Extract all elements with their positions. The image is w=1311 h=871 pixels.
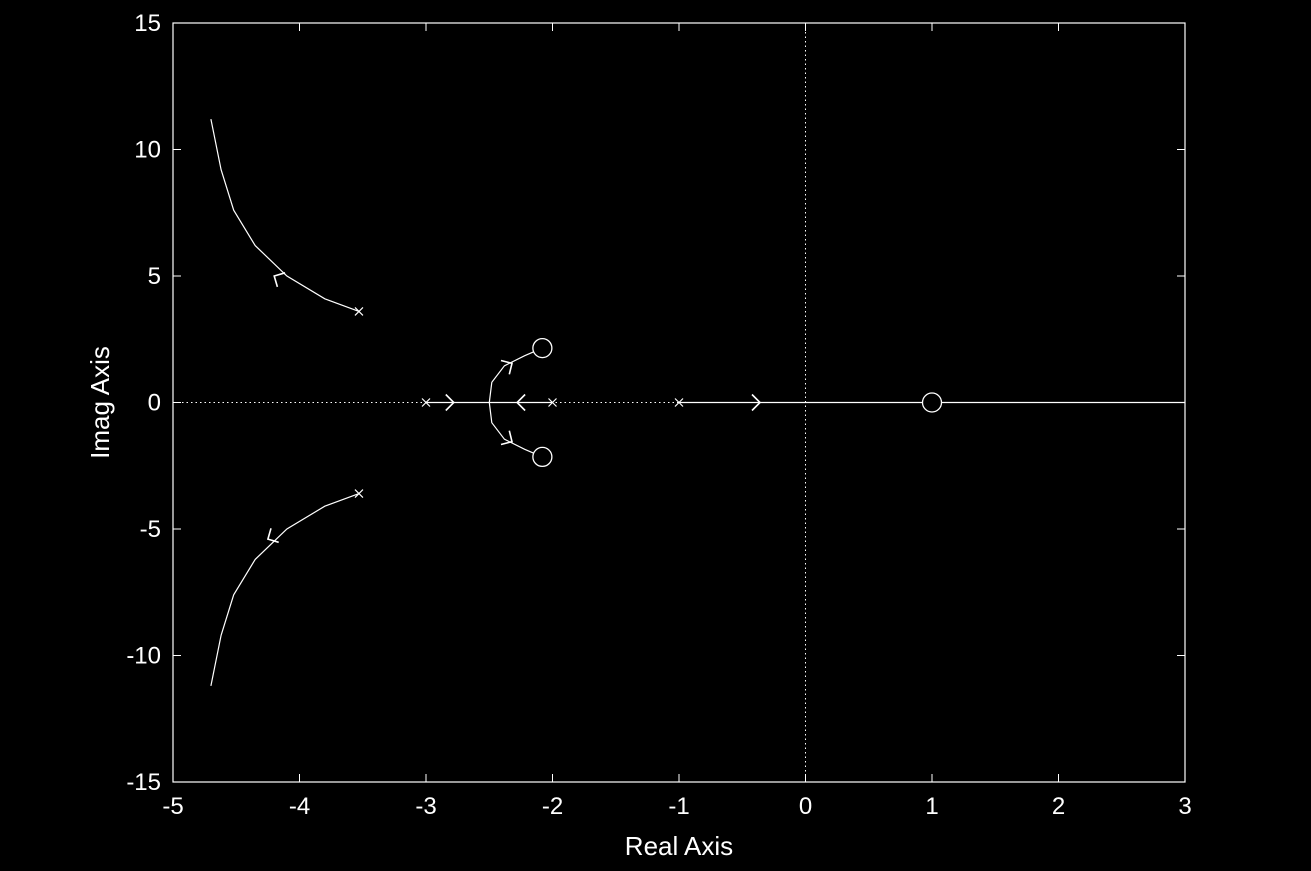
locus-branches	[210, 118, 1185, 687]
y-tick-label: 0	[148, 390, 161, 417]
poles	[354, 306, 684, 499]
direction-arrow	[445, 393, 455, 412]
y-tick-label: 15	[134, 10, 161, 37]
x-tick-label: 0	[799, 793, 812, 820]
x-tick-labels: -5 -4 -3 -2 -1 0 1 2 3	[162, 793, 1191, 820]
zero-marker	[921, 392, 943, 413]
y-axis-label: Imag Axis	[85, 346, 115, 459]
direction-arrow	[500, 359, 513, 375]
direction-arrow	[515, 393, 526, 412]
zeros	[532, 337, 943, 468]
y-tick-label: -5	[140, 516, 161, 543]
locus-branch	[488, 347, 543, 403]
direction-arrow	[500, 430, 513, 446]
x-tick-label: -3	[415, 793, 436, 820]
direction-arrow	[273, 272, 286, 288]
locus-branch	[210, 493, 360, 687]
direction-arrow	[266, 528, 279, 544]
y-tick-label: 10	[134, 137, 161, 164]
direction-arrows	[266, 272, 762, 544]
x-tick-label: -2	[542, 793, 563, 820]
x-tick-label: 3	[1178, 793, 1191, 820]
pole-marker	[674, 398, 684, 407]
locus-branch	[210, 118, 360, 312]
zero-marker	[532, 446, 553, 468]
pole-marker	[548, 398, 557, 407]
pole-marker	[354, 306, 364, 316]
locus-branch	[488, 402, 543, 458]
y-tick-label: -10	[126, 643, 161, 670]
pole-marker	[354, 489, 364, 499]
x-tick-label: -5	[162, 793, 183, 820]
y-tick-labels: -15 -10 -5 0 5 10 15	[126, 10, 161, 796]
pole-marker	[421, 398, 431, 407]
y-tick-label: -15	[126, 769, 161, 796]
x-tick-label: 2	[1052, 793, 1065, 820]
x-tick-label: -4	[289, 793, 310, 820]
x-tick-label: -1	[668, 793, 689, 820]
ticks	[172, 22, 1186, 783]
zero-marker	[532, 337, 553, 359]
y-tick-label: 5	[148, 263, 161, 290]
x-tick-label: 1	[925, 793, 938, 820]
x-axis-label: Real Axis	[625, 831, 733, 861]
direction-arrow	[751, 393, 762, 412]
